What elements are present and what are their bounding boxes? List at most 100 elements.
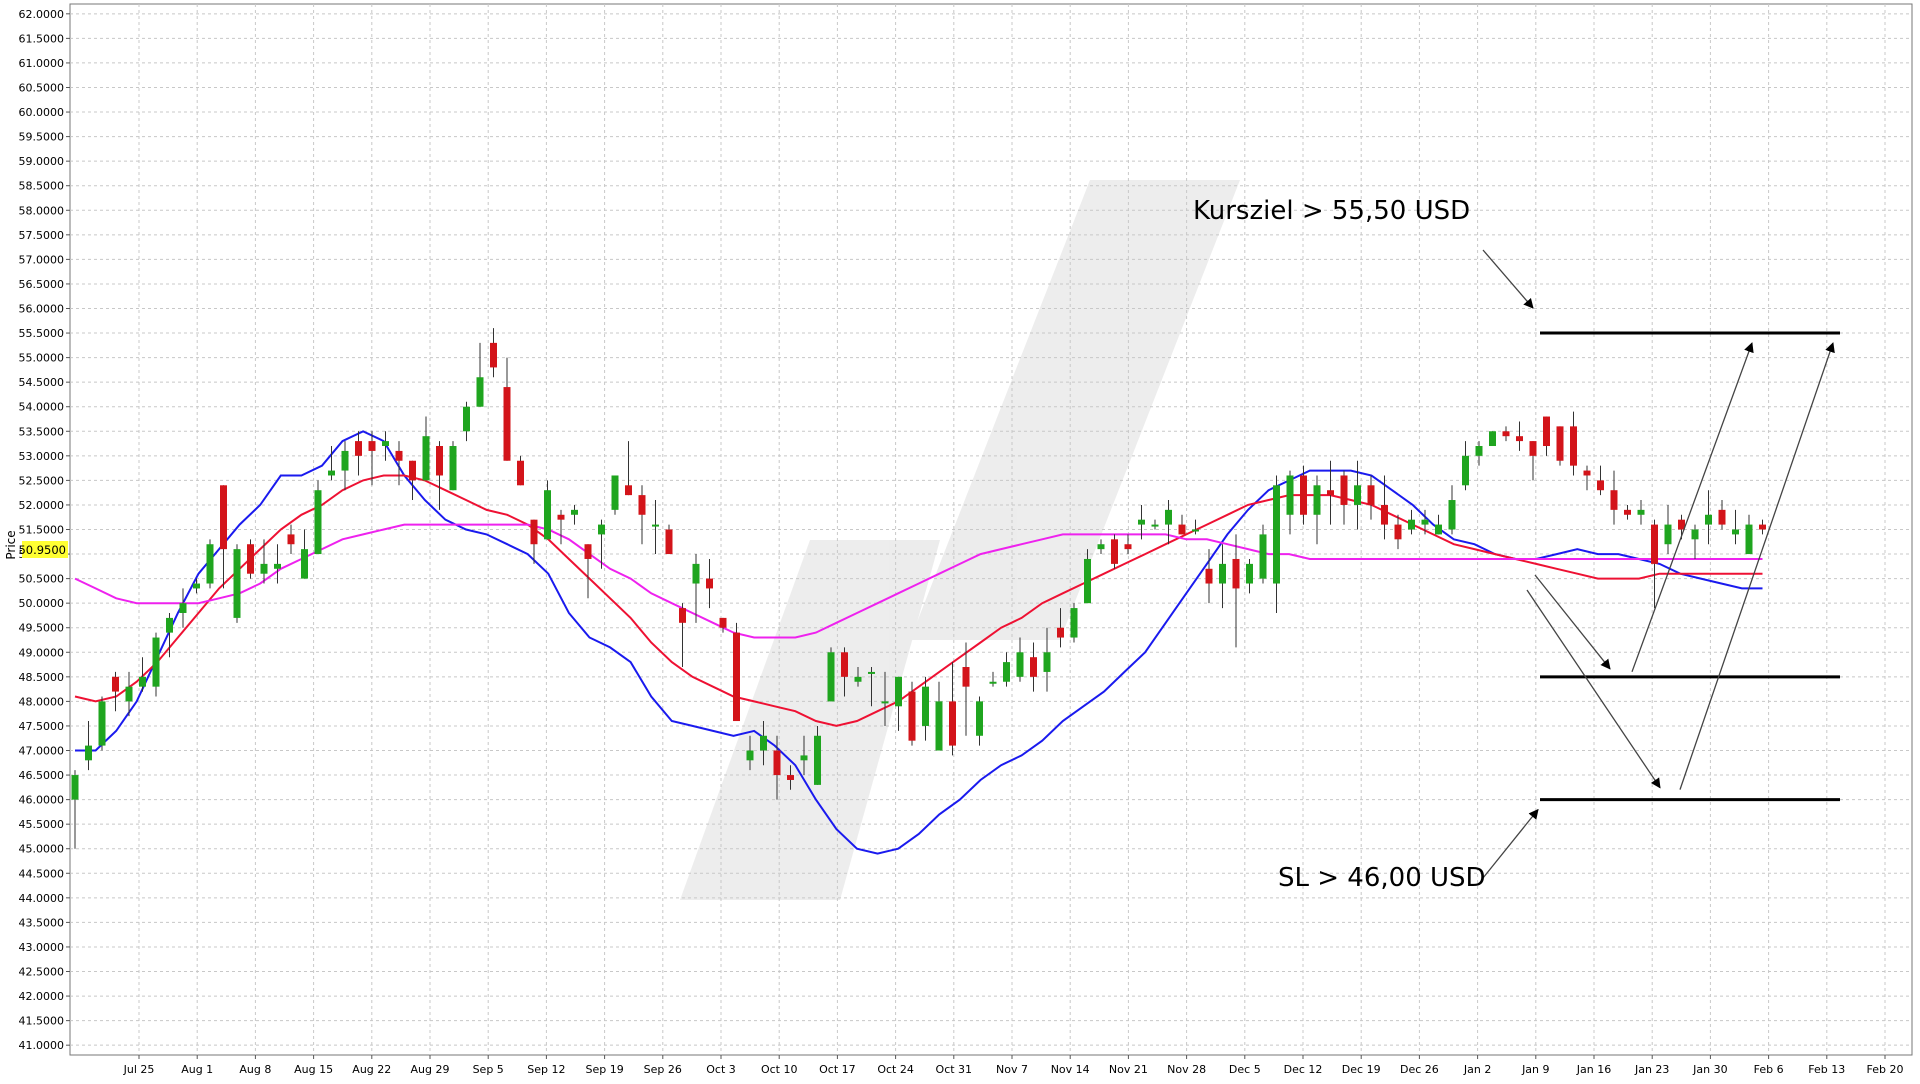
y-tick-label: 41.5000 (19, 1015, 65, 1028)
y-tick-label: 55.0000 (19, 352, 65, 365)
candle (1624, 504, 1631, 520)
x-tick-label: Nov 14 (1051, 1063, 1090, 1076)
candle (1637, 500, 1645, 525)
candle (1003, 652, 1010, 687)
candle (652, 500, 659, 555)
candle (409, 460, 416, 501)
candle (1732, 509, 1739, 545)
candle (719, 617, 727, 633)
y-tick-label: 42.0000 (19, 990, 65, 1003)
x-tick-label: Aug 1 (181, 1063, 213, 1076)
candle (1597, 465, 1604, 496)
x-tick-label: Jan 16 (1576, 1063, 1611, 1076)
candle (760, 721, 767, 766)
candle (706, 558, 713, 609)
projection-arrow (1482, 808, 1539, 879)
candle (71, 770, 79, 849)
candle (1232, 534, 1240, 648)
candle (1475, 441, 1483, 466)
candle (935, 681, 943, 751)
candle (193, 578, 200, 594)
x-tick-label: Sep 26 (644, 1063, 682, 1076)
y-tick-label: 51.5000 (19, 524, 65, 537)
grid (69, 3, 1913, 1056)
x-tick-label: Oct 10 (761, 1063, 798, 1076)
x-tick-label: Jan 30 (1692, 1063, 1727, 1076)
y-tick-label: 58.0000 (19, 204, 65, 217)
candle (1408, 509, 1415, 535)
x-tick-label: Nov 21 (1109, 1063, 1148, 1076)
y-tick-label: 55.5000 (19, 327, 65, 340)
candle (1327, 460, 1334, 525)
candle (1381, 475, 1388, 540)
x-tick-label: Jan 2 (1463, 1063, 1491, 1076)
candle (530, 519, 538, 564)
candle (1111, 534, 1118, 569)
candle (800, 735, 808, 776)
projection-arrow (1631, 342, 1754, 673)
candle (139, 657, 146, 692)
projection-arrow (1534, 574, 1611, 670)
y-tick-label: 45.5000 (19, 818, 65, 831)
x-tick-label: Oct 24 (877, 1063, 914, 1076)
candle (1124, 534, 1132, 555)
candle (1448, 485, 1456, 535)
candle (922, 676, 929, 741)
x-tick-label: Aug 15 (294, 1063, 333, 1076)
x-tick-label: Nov 28 (1167, 1063, 1206, 1076)
candle (98, 696, 106, 751)
candle (1462, 441, 1469, 491)
candle (1219, 544, 1226, 609)
candle (1286, 470, 1294, 535)
y-tick-label: 56.0000 (19, 302, 65, 315)
candle (220, 485, 227, 589)
candle (1516, 421, 1523, 451)
y-tick-label: 47.5000 (19, 720, 65, 733)
candle (854, 667, 862, 687)
candle (692, 554, 700, 623)
candle (476, 342, 484, 407)
candle (341, 441, 349, 491)
x-tick-label: Jan 9 (1521, 1063, 1549, 1076)
y-tick-label: 43.0000 (19, 941, 65, 954)
candle (976, 696, 983, 746)
candle (1705, 490, 1712, 545)
moving-average-fast (75, 430, 1763, 855)
candle (868, 667, 875, 707)
candle (436, 441, 443, 510)
candle (1435, 514, 1442, 535)
candle (1745, 514, 1753, 555)
candle (449, 441, 457, 491)
candle (1651, 519, 1658, 609)
candle (733, 622, 740, 722)
y-tick-label: 60.0000 (19, 106, 65, 119)
candle (908, 681, 916, 746)
x-tick-label: Oct 31 (936, 1063, 973, 1076)
candle (598, 519, 605, 569)
candle (1718, 500, 1726, 530)
y-tick-label: 60.5000 (19, 81, 65, 94)
y-tick-label: 47.0000 (19, 745, 65, 758)
candle (1570, 411, 1577, 476)
y-tick-label: 50.5000 (19, 573, 65, 586)
candle (1313, 475, 1321, 545)
x-tick-label: Feb 6 (1754, 1063, 1784, 1076)
y-tick-label: 54.5000 (19, 376, 65, 389)
candle (1192, 519, 1199, 535)
candle (274, 544, 281, 584)
y-tick-label: 52.0000 (19, 499, 65, 512)
candle (85, 721, 92, 771)
x-tick-label: Aug 29 (411, 1063, 450, 1076)
current-price-tag-bg (22, 541, 68, 558)
candle (584, 544, 592, 599)
candle (1421, 509, 1429, 535)
candle (1057, 608, 1064, 648)
candle (746, 735, 754, 771)
candle (1259, 524, 1267, 584)
candle (328, 446, 335, 481)
y-tick-label: 53.5000 (19, 425, 65, 438)
x-tick-label: Jan 23 (1634, 1063, 1669, 1076)
x-tick-label: Sep 12 (527, 1063, 565, 1076)
x-tick-label: Aug 8 (239, 1063, 271, 1076)
y-tick-label: 44.5000 (19, 867, 65, 880)
